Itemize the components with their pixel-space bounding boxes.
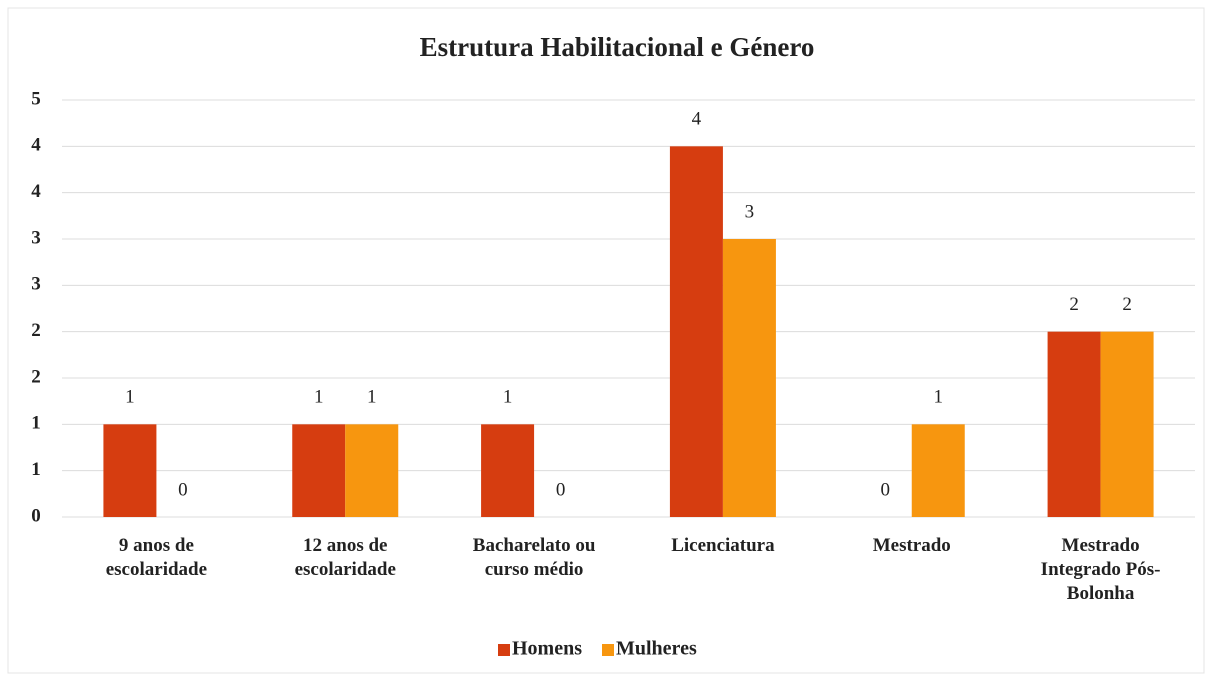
- legend-swatch: [498, 644, 510, 656]
- legend-swatch: [602, 644, 614, 656]
- y-tick-label: 5: [31, 88, 41, 109]
- data-label: 3: [745, 201, 755, 222]
- x-tick-label: 9 anos de escolaridade: [105, 535, 208, 580]
- bar: [911, 424, 965, 517]
- data-label: 0: [178, 479, 188, 500]
- x-tick-label: 12 anos de escolaridade: [294, 535, 396, 580]
- bar: [345, 424, 399, 517]
- bar: [292, 424, 346, 517]
- bar: [669, 146, 723, 518]
- chart-frame: [7, 7, 1205, 674]
- x-tick-label: Mestrado: [872, 535, 951, 556]
- bar: [103, 424, 157, 517]
- data-label: 0: [556, 479, 566, 500]
- legend-label: Homens: [512, 638, 582, 660]
- bar: [1047, 331, 1101, 517]
- bar: [722, 239, 776, 517]
- y-tick-label: 0: [31, 505, 41, 526]
- legend-label: Mulheres: [616, 638, 697, 660]
- x-tick-label: Mestrado Integrado Pós-Bolonha: [1040, 535, 1161, 604]
- y-tick-label: 2: [31, 366, 41, 387]
- data-label: 2: [1122, 294, 1132, 315]
- bar: [481, 424, 535, 517]
- data-label: 2: [1069, 294, 1079, 315]
- data-label: 0: [881, 479, 891, 500]
- x-tick-label: Licenciatura: [671, 535, 775, 556]
- chart-title: Estrutura Habilitacional e Género: [420, 32, 815, 62]
- data-label: 1: [125, 387, 135, 408]
- data-label: 1: [934, 387, 944, 408]
- y-tick-label: 4: [31, 181, 41, 202]
- bar: [1100, 331, 1154, 517]
- y-tick-label: 1: [31, 413, 41, 434]
- data-label: 1: [503, 387, 513, 408]
- y-tick-label: 2: [31, 320, 41, 341]
- data-label: 1: [367, 387, 377, 408]
- data-label: 4: [692, 109, 702, 130]
- y-tick-label: 1: [31, 459, 41, 480]
- y-tick-label: 3: [31, 274, 41, 295]
- x-tick-label: Bacharelato ou curso médio: [472, 535, 596, 580]
- data-label: 1: [314, 387, 324, 408]
- y-tick-label: 3: [31, 227, 41, 248]
- y-tick-label: 4: [31, 135, 41, 156]
